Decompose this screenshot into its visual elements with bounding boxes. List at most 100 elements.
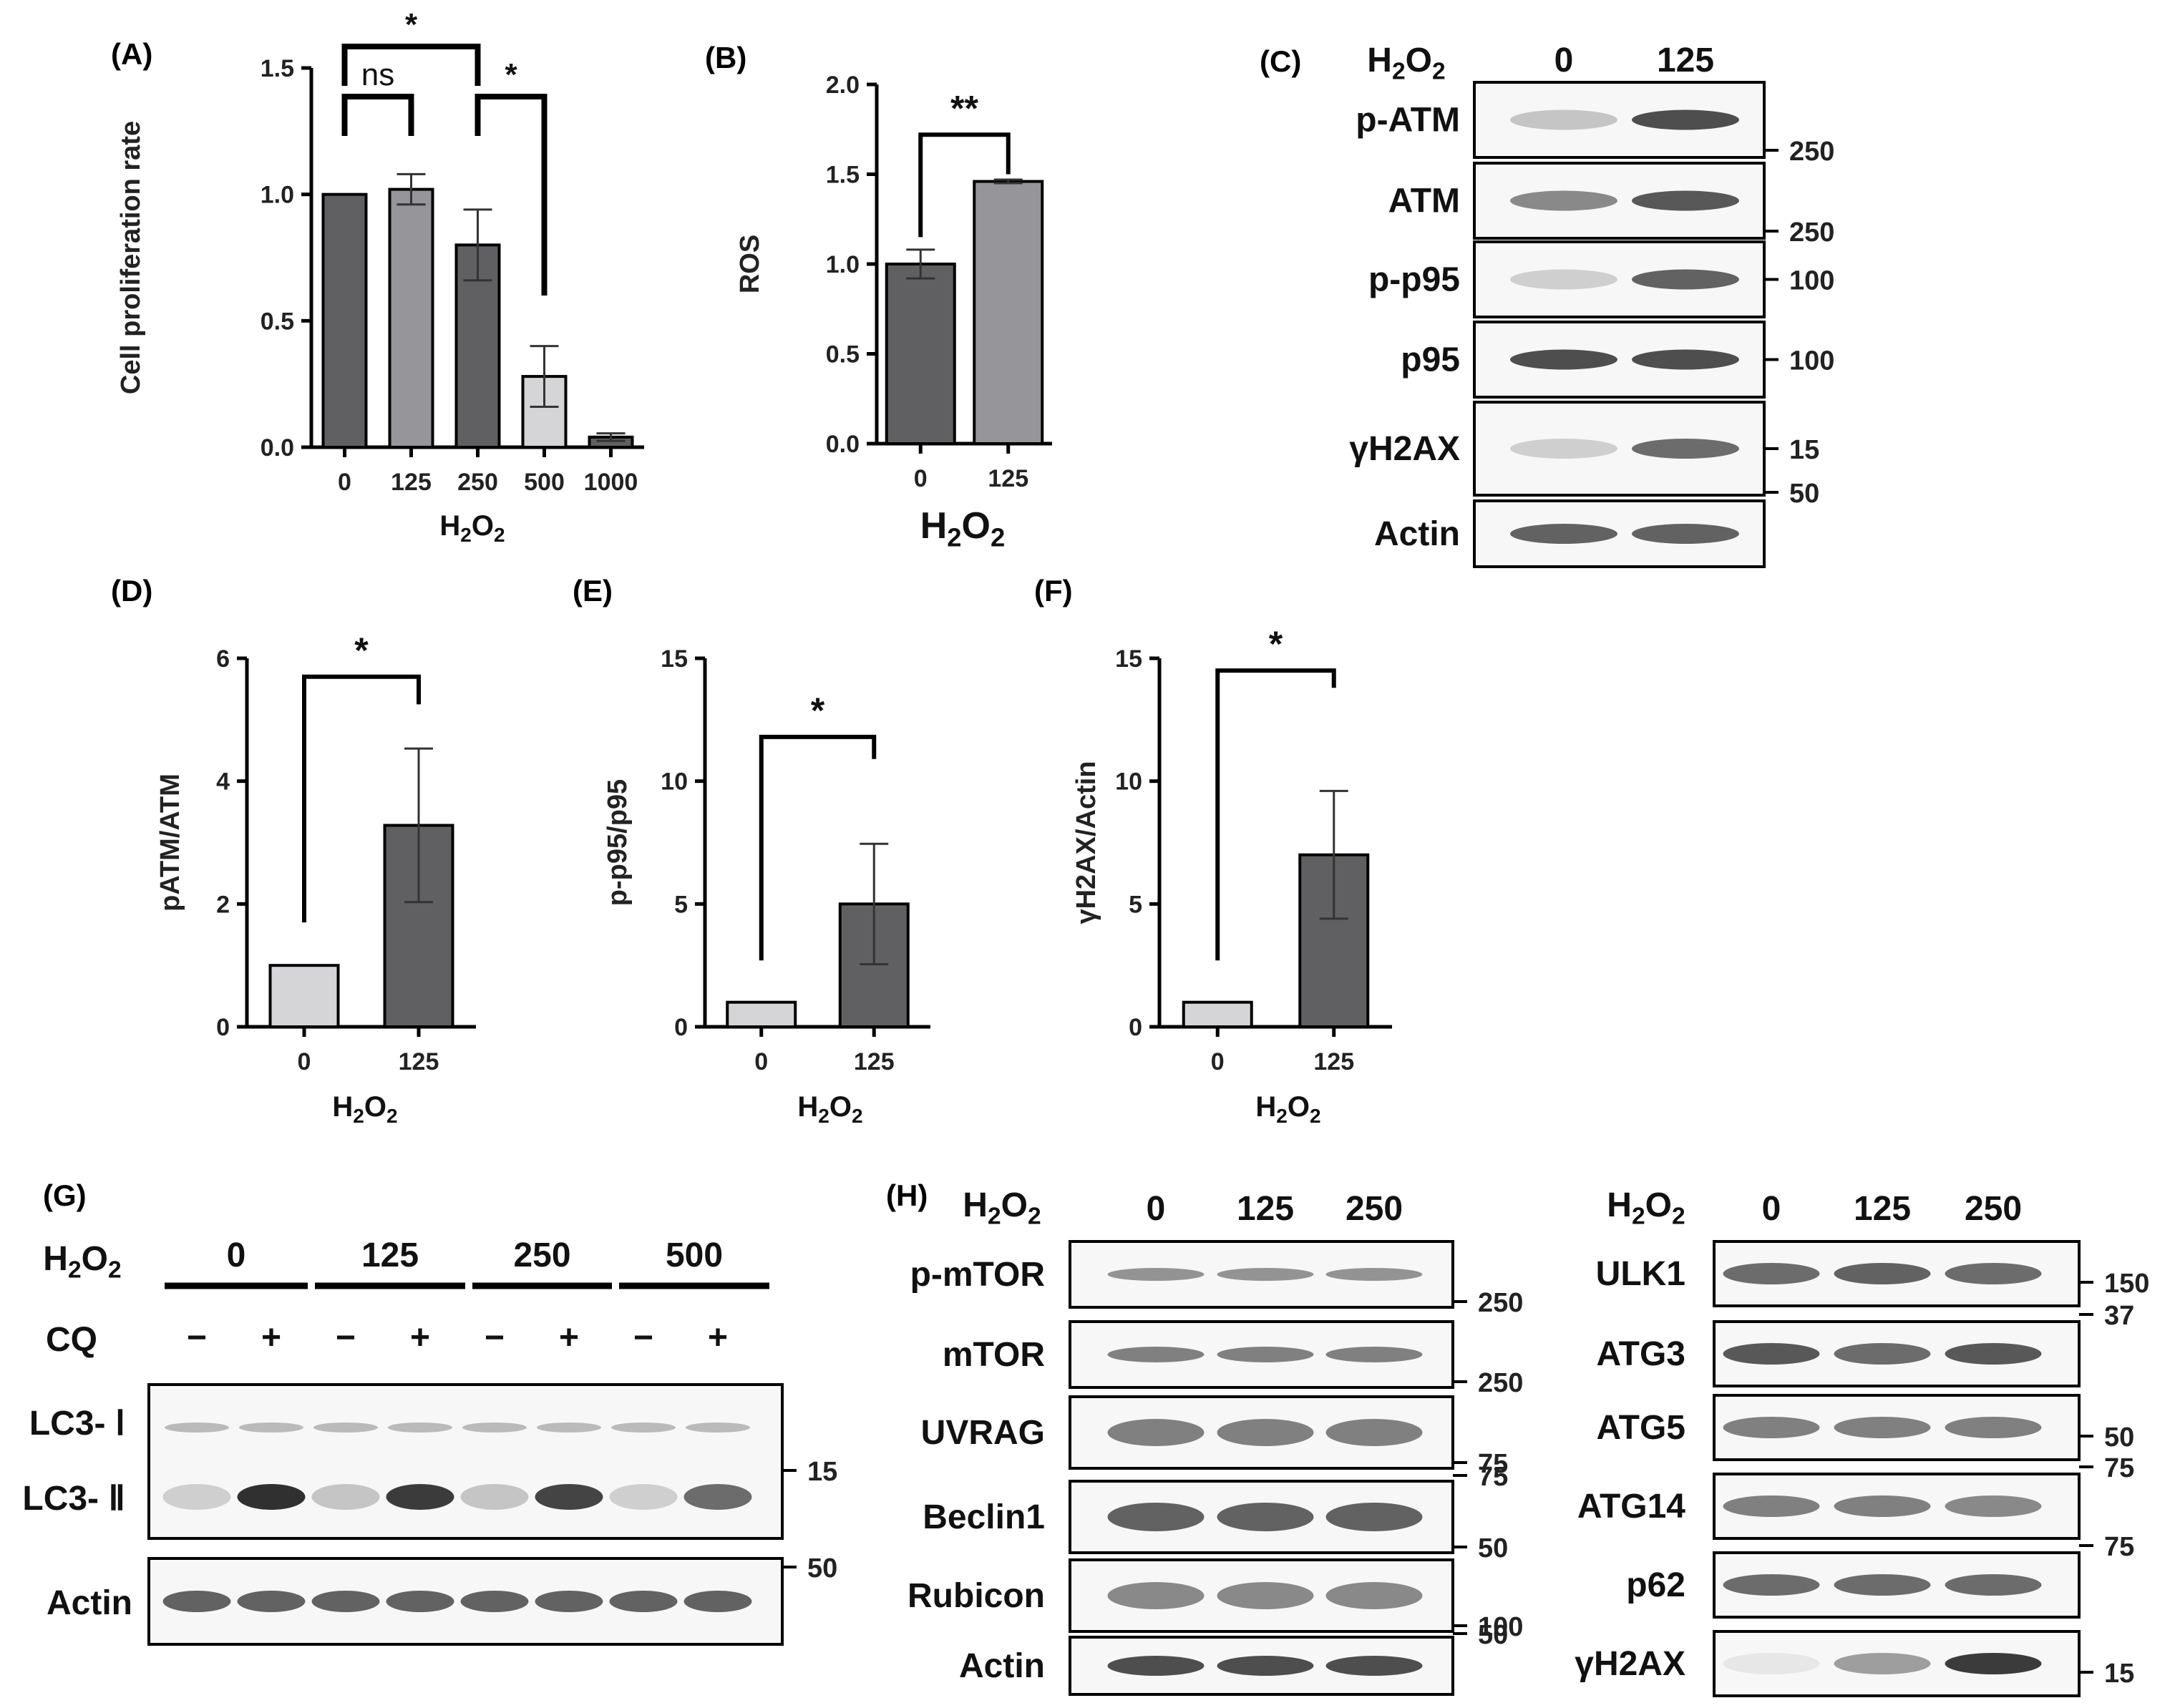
blot-band [1510, 109, 1617, 130]
x-tick-label: 0 [298, 1048, 311, 1075]
blot-band [1510, 349, 1617, 370]
panel-letter: (D) [111, 574, 152, 607]
blot-band [1945, 1263, 2042, 1284]
blot-band [237, 1591, 306, 1612]
blot-band [1510, 269, 1617, 290]
y-axis-label: pATM/ATM [155, 774, 185, 912]
x-tick-label: 500 [524, 469, 565, 496]
panel-letter: (H) [886, 1178, 928, 1212]
blot-panel-c: (C) H2O2 0 125 p-ATM 250 ATM 250 p-p95 100 p95 100 γ… [1260, 42, 1834, 568]
blot-band [1107, 1503, 1205, 1531]
chart-panel-e: (E) 0 5 10 15 0 125 p-p95/p95 H2O2 * [573, 574, 930, 1127]
blot-band [1217, 1503, 1314, 1531]
blot-band [1217, 1419, 1314, 1446]
x-tick-label: 0 [338, 469, 351, 496]
header-label: H2O2 [1607, 1186, 1685, 1230]
mw-label: 15 [2104, 1659, 2134, 1689]
group-label: 0 [227, 1236, 246, 1274]
mw-label: 250 [1478, 1288, 1523, 1318]
bar [1182, 1000, 1253, 1028]
significance-bracket [475, 94, 548, 136]
blot-band [1632, 109, 1739, 130]
y-tick-label: 0.5 [826, 341, 860, 369]
blot-band [1945, 1653, 2042, 1674]
significance-label: * [811, 690, 825, 731]
blot-band [1107, 1656, 1205, 1676]
x-tick-label: 1000 [584, 469, 638, 496]
blot-band [1834, 1343, 1931, 1365]
x-tick-label: 0 [914, 465, 928, 492]
blot-band [609, 1591, 678, 1612]
blot-band [683, 1591, 752, 1612]
lane-label: 125 [1657, 42, 1714, 79]
chart-panel-a: (A) 0.0 0.5 1.0 1.5 0 125 250 500 1000 Cell prolif… [111, 7, 644, 546]
y-axis-label: γH2AX/Actin [1071, 761, 1101, 924]
blot-band [311, 1484, 380, 1510]
blot-band [535, 1484, 603, 1510]
bar [388, 187, 434, 449]
y-tick-label: 15 [1115, 645, 1142, 673]
y-tick-label: 1.0 [826, 251, 860, 278]
lane-label: 125 [1237, 1190, 1294, 1228]
blot-panel-h-left: (H) H2O2 0 125 250 p-mTOR 250 mTOR 250 UVRAG 75 Bec… [886, 1178, 1523, 1696]
blot-band [1723, 1574, 1820, 1596]
panel-letter: (B) [705, 41, 746, 74]
y-tick-label: 1.5 [261, 55, 294, 82]
mw-label: 75 [1478, 1462, 1508, 1492]
blot-band [386, 1591, 454, 1612]
panel-letter: (C) [1260, 44, 1301, 78]
panel-letter: (A) [111, 37, 152, 71]
y-tick-label: 5 [1129, 891, 1142, 918]
x-axis-label: H2O2 [1255, 1091, 1320, 1127]
blot-row-label: Beclin1 [923, 1498, 1045, 1536]
header-label: H2O2 [43, 1240, 121, 1284]
lane-label: 125 [1854, 1190, 1911, 1228]
bar [726, 1000, 797, 1028]
blot-row-label: γH2AX [1349, 430, 1460, 468]
blot-band [1945, 1574, 2042, 1596]
y-tick-label: 5 [674, 891, 688, 918]
mw-label: 50 [1478, 1533, 1508, 1563]
blot-band [609, 1484, 678, 1510]
cq-sign: − [633, 1319, 653, 1357]
group-label: 125 [361, 1236, 419, 1274]
panel-letter: (G) [43, 1178, 87, 1212]
blot-band [1107, 1347, 1205, 1362]
blot-row-label: p-mTOR [910, 1256, 1045, 1294]
mw-label: 50 [807, 1553, 837, 1583]
mw-label: 250 [1478, 1368, 1523, 1398]
y-tick-label: 2 [216, 891, 230, 918]
panel-letter: (F) [1034, 574, 1073, 607]
y-tick-label: 0 [216, 1014, 230, 1041]
y-tick-label: 6 [216, 645, 230, 673]
y-axis-label: p-p95/p95 [603, 779, 633, 906]
blot-band [1632, 349, 1739, 370]
y-tick-label: 15 [661, 645, 688, 673]
significance-bracket [341, 44, 481, 86]
y-tick-label: 1.0 [261, 182, 294, 209]
blot-row-label: LC3- Ⅰ [29, 1405, 125, 1443]
x-tick-label: 250 [457, 469, 498, 496]
blot-band [1945, 1495, 2042, 1517]
blot-band [460, 1591, 529, 1612]
x-axis-label: H2O2 [332, 1091, 397, 1127]
blot-band [1325, 1582, 1423, 1609]
header-label: H2O2 [963, 1186, 1041, 1230]
x-tick-label: 0 [754, 1048, 768, 1075]
chart-panel-d: (D) 0 2 4 6 0 125 pATM/ATM H2O2 * [111, 574, 476, 1127]
lane-label: 250 [1346, 1190, 1403, 1228]
cq-sign: + [559, 1319, 579, 1357]
mw-label: 100 [1789, 346, 1834, 376]
blot-band [537, 1422, 601, 1433]
blot-band [1834, 1495, 1931, 1517]
blot-band [1325, 1503, 1423, 1531]
cq-sign: + [410, 1319, 430, 1357]
bar [321, 192, 368, 449]
blot-band [1217, 1347, 1314, 1362]
blot-band [1834, 1263, 1931, 1284]
y-tick-label: 1.5 [826, 162, 860, 189]
mw-label: 50 [2104, 1422, 2134, 1453]
x-tick-label: 125 [1313, 1048, 1354, 1075]
significance-bracket [759, 734, 877, 961]
